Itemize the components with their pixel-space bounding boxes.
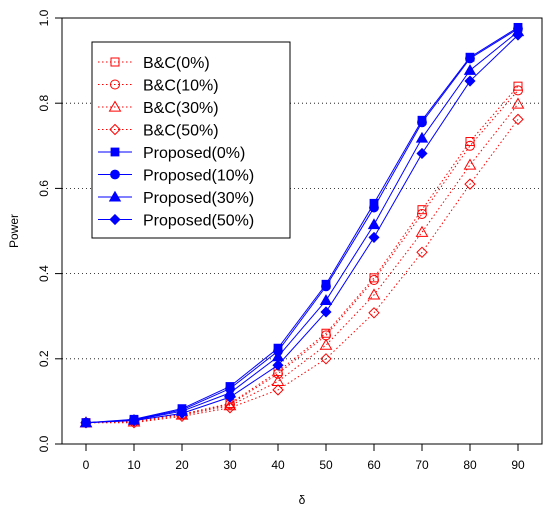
legend-item: Proposed(10%) [98,168,254,185]
legend: B&C(0%) B&C(10%) B&C(30%) B&C(50%) Proposed(… [91,41,291,239]
data-point [512,29,524,41]
x-tick-label: 30 [223,458,237,472]
x-tick-label: 70 [415,458,429,472]
data-point [224,391,236,403]
legend-item: Proposed(30%) [98,190,254,207]
data-point [369,274,379,285]
legend-marker [110,147,120,157]
series-line [85,31,519,424]
legend-label: Proposed(50%) [143,213,254,230]
legend-item: B&C(50%) [98,123,219,140]
x-tick-label: 40 [271,458,285,472]
legend-label: B&C(0%) [143,55,210,72]
legend-box [91,41,291,239]
x-tick-label: 80 [463,458,477,472]
y-tick-label: 0.2 [37,350,51,367]
legend-marker [110,57,120,67]
data-point [272,384,284,396]
data-point [368,231,380,243]
series-line [85,103,519,424]
legend-item: Proposed(50%) [98,213,254,230]
data-point [271,374,285,387]
y-tick-label: 1.0 [37,9,51,26]
data-point [513,81,523,91]
legend-label: Proposed(0%) [143,145,245,162]
x-tick-label: 10 [127,458,141,472]
data-point [368,307,380,319]
data-point [321,281,331,292]
data-point [465,140,475,151]
data-point [367,288,381,300]
data-point [465,53,475,64]
data-point [320,353,332,365]
data-point [415,131,429,143]
series-8 [80,29,524,429]
series-line [85,26,519,424]
x-tick-label: 60 [367,458,381,472]
data-point [319,338,333,350]
y-tick-label: 0.6 [37,180,51,197]
data-point [464,75,476,87]
data-point [416,246,428,259]
legend-label: B&C(50%) [143,123,219,140]
data-point [417,117,427,128]
data-point [417,208,427,219]
data-point [176,407,188,419]
y-tick-label: 0.4 [37,265,51,282]
x-tick-label: 90 [511,458,525,472]
y-axis-title: Power [7,214,21,248]
legend-label: Proposed(10%) [143,168,254,185]
series [79,22,525,429]
y-tick-label: 0.8 [37,95,51,112]
data-point [465,137,475,147]
legend-marker [108,190,122,202]
legend-label: B&C(30%) [143,100,219,117]
data-point [319,294,333,305]
x-tick-label: 20 [175,458,189,472]
data-point [416,147,428,160]
legend-marker [110,169,120,180]
x-axis-title: δ [299,493,306,507]
data-point [272,359,284,371]
data-point [224,402,236,414]
data-point [128,415,140,427]
data-point [463,64,477,75]
x-tick-label: 0 [83,458,90,472]
data-point [464,178,476,190]
data-point [320,306,332,318]
plot-frame [61,17,543,445]
legend-label: Proposed(30%) [143,190,254,207]
data-point [512,113,524,126]
data-point [415,225,429,237]
y-tick-label: 0.0 [37,435,51,452]
data-point [513,85,523,96]
data-point [367,218,381,230]
data-point [417,205,427,215]
data-point [80,417,92,429]
legend-marker [108,100,122,112]
legend-label: B&C(10%) [143,78,219,95]
legend-item: Proposed(0%) [98,145,245,162]
series-line [85,34,519,424]
legend-item: B&C(10%) [98,78,219,95]
legend-item: B&C(30%) [98,100,219,117]
y-axis: 0.0 0.2 0.4 0.6 0.8 1.0 [37,9,62,452]
data-point [463,158,477,170]
x-tick-label: 50 [319,458,333,472]
x-axis: 0 10 20 30 40 50 60 70 80 90 [83,444,525,472]
legend-marker [109,123,121,136]
legend-marker [110,79,120,90]
series-line [86,119,519,424]
data-point [369,202,379,213]
legend-item: B&C(0%) [98,55,210,72]
series-line [85,28,519,424]
data-point [511,97,525,109]
legend-marker [109,213,121,226]
